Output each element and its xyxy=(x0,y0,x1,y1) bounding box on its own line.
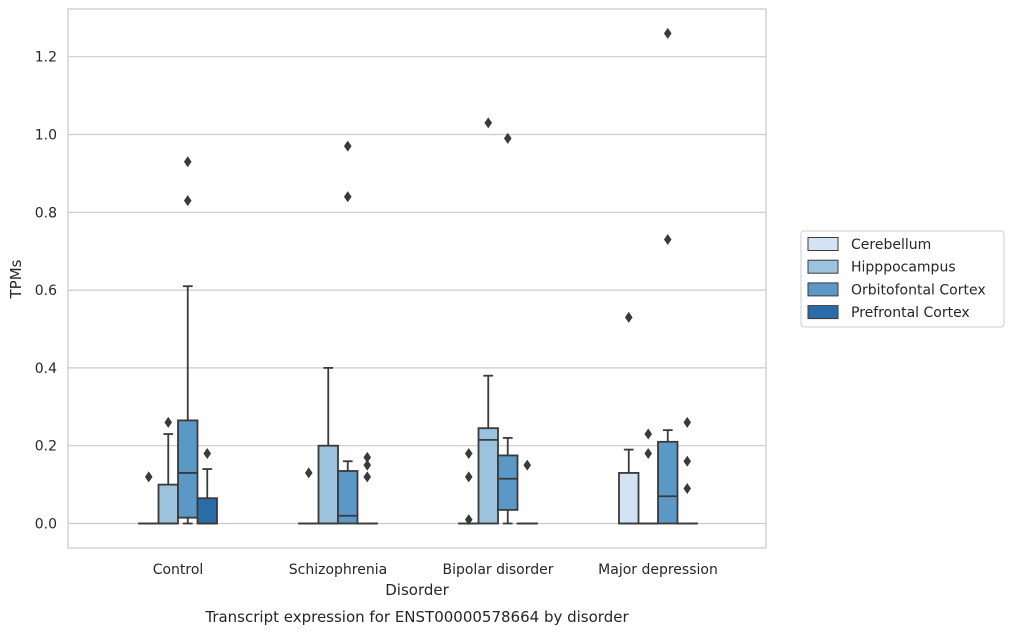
outlier-point xyxy=(644,428,653,440)
box-prefrontal-cortex xyxy=(196,447,218,525)
y-axis-label: TPMs xyxy=(7,259,25,299)
box-hipppocampus xyxy=(477,117,499,525)
y-tick-labels: 0.0 0.2 0.4 0.6 0.8 1.0 1.2 xyxy=(35,50,57,533)
box-orbitofontal-cortex xyxy=(657,27,679,525)
box-cerebellum xyxy=(458,447,480,526)
outlier-point xyxy=(183,156,192,168)
outlier-point xyxy=(343,140,352,152)
outlier-point xyxy=(183,195,192,207)
box-cerebellum xyxy=(138,471,160,525)
box-orbitofontal-cortex xyxy=(337,140,359,525)
outlier-point xyxy=(503,132,512,144)
x-tick-label: Bipolar disorder xyxy=(442,562,553,578)
box-hipppocampus xyxy=(317,366,339,525)
legend-label: Prefrontal Cortex xyxy=(851,305,970,321)
box xyxy=(337,470,359,525)
box-prefrontal-cortex xyxy=(676,416,698,525)
outlier-point xyxy=(523,459,532,471)
outlier-point xyxy=(203,447,212,459)
outlier-point xyxy=(484,117,493,129)
legend-label: Orbitofontal Cortex xyxy=(851,282,986,298)
box xyxy=(477,427,499,525)
y-tick-label: 0.6 xyxy=(35,283,57,299)
legend-swatch xyxy=(807,259,839,274)
boxes xyxy=(138,27,698,526)
outlier-point xyxy=(683,455,692,467)
x-tick-labels: Control Schizophrenia Bipolar disorder Majo… xyxy=(153,562,718,578)
box-prefrontal-cortex xyxy=(356,451,378,525)
outlier-point xyxy=(683,416,692,428)
box-orbitofontal-cortex xyxy=(177,156,199,525)
legend-swatch xyxy=(807,237,839,251)
legend-frame xyxy=(800,230,1005,328)
outlier-point xyxy=(464,447,473,459)
x-tick-label: Major depression xyxy=(598,562,718,578)
chart-caption: Transcript expression for ENST0000057866… xyxy=(204,608,629,626)
box-hipppocampus xyxy=(637,428,659,525)
outlier-point xyxy=(683,482,692,494)
box-orbitofontal-cortex xyxy=(497,132,519,525)
outlier-point xyxy=(644,447,653,459)
legend: Cerebellum Hipppocampus Orbitofontal Corte… xyxy=(800,230,1005,328)
box xyxy=(157,483,179,525)
legend-label: Hipppocampus xyxy=(851,260,956,276)
legend-swatch xyxy=(807,282,839,297)
outlier-point xyxy=(144,471,153,483)
x-tick-label: Control xyxy=(153,562,204,578)
outlier-point xyxy=(363,459,372,471)
legend-swatch xyxy=(807,305,839,320)
outlier-point xyxy=(464,471,473,483)
x-tick-label: Schizophrenia xyxy=(289,562,387,578)
box xyxy=(657,440,679,525)
outlier-point xyxy=(663,234,672,246)
y-tick-label: 0.8 xyxy=(35,205,57,221)
y-tick-label: 1.0 xyxy=(35,128,57,144)
box-cerebellum xyxy=(298,467,320,525)
y-tick-label: 1.2 xyxy=(35,50,57,66)
plot-frame xyxy=(67,8,767,549)
box xyxy=(618,472,640,525)
y-tick-label: 0.4 xyxy=(35,361,57,377)
box xyxy=(177,419,199,519)
outlier-point xyxy=(304,467,313,479)
outlier-point xyxy=(343,191,352,203)
outlier-point xyxy=(363,471,372,483)
box xyxy=(196,497,218,525)
box-prefrontal-cortex xyxy=(516,459,538,525)
y-tick-label: 0.0 xyxy=(35,517,57,533)
outlier-point xyxy=(464,514,473,526)
outlier-point xyxy=(363,451,372,463)
outlier-point xyxy=(663,27,672,39)
box-cerebellum xyxy=(618,311,640,525)
outlier-point xyxy=(164,416,173,428)
outlier-point xyxy=(624,311,633,323)
y-tick-label: 0.2 xyxy=(35,439,57,455)
legend-label: Cerebellum xyxy=(851,237,931,253)
box xyxy=(497,454,519,511)
box-hipppocampus xyxy=(157,416,179,525)
box xyxy=(317,444,339,525)
x-axis-label: Disorder xyxy=(385,581,449,599)
